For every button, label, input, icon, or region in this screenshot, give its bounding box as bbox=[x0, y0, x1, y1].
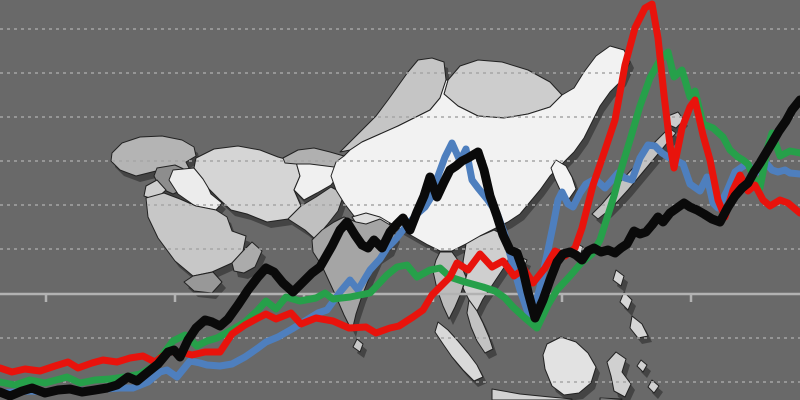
region-sumatra bbox=[434, 321, 484, 382]
region-moluccas-2 bbox=[647, 379, 660, 394]
region-philippines-visayas bbox=[619, 291, 633, 311]
region-sri-lanka bbox=[352, 338, 364, 353]
region-philippines-luzon bbox=[612, 269, 625, 287]
gridlines bbox=[0, 28, 800, 383]
region-saudi-arabia bbox=[145, 192, 247, 277]
region-malay-peninsula bbox=[466, 299, 494, 354]
region-sulawesi bbox=[606, 351, 632, 398]
region-moluccas-1 bbox=[636, 359, 648, 373]
black-series bbox=[0, 95, 800, 400]
x-axis bbox=[0, 292, 800, 302]
region-java bbox=[491, 388, 573, 400]
region-pakistan bbox=[287, 186, 345, 240]
region-borneo bbox=[542, 336, 597, 396]
region-philippines-mindanao bbox=[629, 315, 649, 339]
